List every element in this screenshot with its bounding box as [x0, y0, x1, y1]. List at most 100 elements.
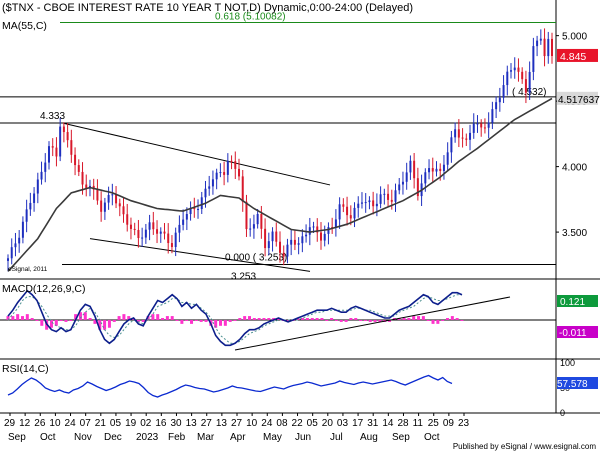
macd-histogram-bar — [315, 318, 319, 320]
macd-histogram-bar — [412, 316, 416, 320]
macd-histogram-bar — [59, 319, 63, 321]
candle-body — [286, 244, 289, 257]
macd-histogram-bar — [83, 312, 87, 320]
macd-histogram-bar — [185, 319, 189, 321]
candle-body — [59, 126, 62, 157]
x-day-label: 25 — [428, 418, 440, 429]
macd-histogram-bar — [88, 318, 92, 320]
macd-histogram-bar — [175, 319, 179, 321]
macd-trend-line — [234, 296, 511, 351]
candle-body — [111, 194, 114, 196]
candle-body — [152, 222, 155, 230]
macd-histogram-bar — [450, 316, 454, 320]
candle-body — [211, 179, 214, 187]
candle-body — [398, 184, 401, 191]
fib-label: 0.618 (5.10082) — [215, 11, 286, 22]
channel-lower-line — [89, 238, 311, 272]
x-day-label: 16 — [155, 418, 167, 429]
macd-histogram-bar — [388, 319, 392, 322]
candle-body — [282, 252, 285, 257]
y-tick-label: 4.000 — [562, 163, 587, 174]
rsi-tick-label: 100 — [560, 358, 575, 368]
candle-body — [491, 109, 494, 123]
macd-histogram-bar — [103, 319, 107, 330]
candle-body — [62, 126, 65, 133]
candle-body — [338, 204, 341, 220]
macd-histogram-bar — [93, 319, 97, 324]
macd-histogram-bar — [180, 319, 184, 324]
macd-histogram-bar — [223, 319, 227, 326]
x-day-label: 10 — [49, 418, 61, 429]
macd-histogram-bar — [330, 318, 334, 320]
macd-histogram-bar — [296, 318, 300, 320]
candle-body — [461, 137, 464, 139]
ma-label: MA(55,C) — [2, 20, 47, 32]
macd-histogram-bar — [402, 318, 406, 320]
candle-body — [200, 197, 203, 210]
macd-histogram-bar — [214, 319, 218, 328]
candle-body — [107, 194, 110, 203]
macd-histogram-bar — [363, 319, 367, 321]
macd-histogram-bar — [359, 319, 363, 321]
x-month-label: Jul — [330, 432, 343, 443]
candle-body — [7, 258, 9, 261]
candle-body — [197, 209, 200, 211]
x-day-label: 26 — [34, 418, 46, 429]
macd-histogram-bar — [446, 318, 450, 320]
x-day-label: 20 — [322, 418, 334, 429]
x-month-label: Aug — [360, 432, 378, 443]
macd-histogram-bar — [320, 318, 324, 320]
x-month-label: 2023 — [136, 432, 159, 443]
x-month-label: Sep — [8, 432, 26, 443]
level-label: 0.000 ( 3.253) — [225, 252, 287, 263]
candle-body — [383, 193, 386, 195]
macd-histogram-bar — [257, 318, 261, 320]
macd-histogram-bar — [122, 314, 126, 320]
candle-body — [260, 214, 263, 229]
x-day-label: 22 — [292, 418, 304, 429]
candle-body — [40, 171, 43, 180]
macd-histogram-bar — [233, 319, 237, 321]
candle-body — [390, 199, 393, 202]
candle-body — [267, 241, 270, 249]
candle-body — [536, 40, 539, 47]
x-day-label: 05 — [307, 418, 319, 429]
macd-histogram-bar — [276, 318, 280, 320]
candle-body — [353, 207, 356, 219]
candle-body — [208, 186, 211, 189]
candle-body — [405, 172, 408, 182]
candle-body — [446, 152, 449, 165]
x-month-label: Mar — [197, 432, 215, 443]
candle-body — [256, 214, 259, 225]
candle-body — [21, 221, 24, 238]
candle-body — [36, 179, 39, 194]
candle-body — [234, 161, 237, 169]
macd-histogram-bar — [30, 318, 34, 320]
candle-body — [301, 236, 304, 244]
macd-histogram-bar — [243, 316, 247, 320]
macd-histogram-bar — [407, 318, 411, 320]
x-day-label: 12 — [19, 418, 31, 429]
candle-body — [454, 129, 457, 138]
candle-body — [33, 193, 36, 203]
moving-average-line — [7, 97, 553, 272]
candle-body — [144, 229, 147, 238]
candle-body — [100, 200, 103, 212]
macd-histogram-bar — [117, 316, 121, 320]
macd-histogram-bar — [305, 318, 309, 320]
candle-body — [85, 184, 88, 189]
candle-body — [357, 203, 360, 208]
candle-body — [74, 154, 77, 166]
candle-body — [502, 85, 505, 98]
candle-body — [271, 231, 274, 242]
current-price-value: 4.845 — [560, 51, 586, 63]
candle-body — [44, 162, 47, 172]
candle-body — [55, 147, 58, 157]
candle-body — [185, 214, 188, 220]
x-day-label: 23 — [458, 418, 470, 429]
chart-title: ($TNX - CBOE INTEREST RATE 10 YEAR T NOT… — [2, 2, 413, 14]
macd-histogram-bar — [334, 319, 338, 321]
candle-body — [539, 38, 542, 41]
